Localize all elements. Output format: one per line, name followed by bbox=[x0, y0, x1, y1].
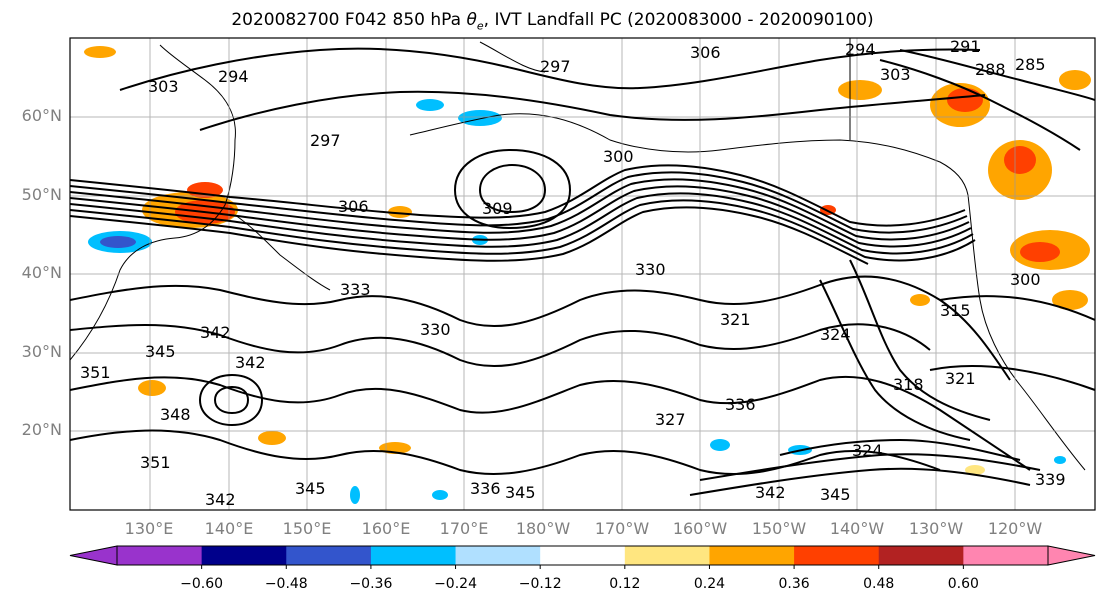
contour-label: 342 bbox=[200, 323, 231, 342]
contour-label: 285 bbox=[1015, 55, 1046, 74]
contour-label: 342 bbox=[235, 353, 266, 372]
lat-label-20n: 20°N bbox=[21, 420, 62, 439]
contour-label: 345 bbox=[145, 342, 176, 361]
contour-label: 339 bbox=[1035, 470, 1066, 489]
contour-label: 321 bbox=[945, 369, 976, 388]
colorbar-tick-label: 0.12 bbox=[609, 576, 641, 592]
contour-label: 303 bbox=[880, 65, 911, 84]
colorbar-tick-label: −0.24 bbox=[434, 576, 477, 592]
contour-label: 315 bbox=[940, 301, 971, 320]
lon-label: 130°E bbox=[124, 519, 174, 538]
contour-label: 294 bbox=[218, 67, 249, 86]
title-symbol: θ bbox=[466, 10, 477, 30]
colorbar bbox=[69, 545, 1096, 569]
colorbar-extend-low bbox=[69, 545, 118, 566]
theta-e-contours bbox=[70, 47, 1095, 496]
map-frame bbox=[69, 37, 1096, 511]
contour-label: 303 bbox=[148, 77, 179, 96]
map-panel: 309 300 306 306 294 297 297 291 285 288 … bbox=[70, 37, 1095, 510]
contour-label: 288 bbox=[975, 60, 1006, 79]
lat-label-30n: 30°N bbox=[21, 342, 62, 361]
contour-label: 300 bbox=[1010, 270, 1041, 289]
colorbar-segment bbox=[963, 546, 1049, 565]
colorbar-segment bbox=[455, 546, 541, 565]
contour-label: 300 bbox=[603, 147, 634, 166]
colorbar-segment bbox=[540, 546, 626, 565]
lon-label: 130°W bbox=[908, 519, 964, 538]
contour-label: 297 bbox=[540, 57, 571, 76]
lon-label: 170°E bbox=[439, 519, 489, 538]
colorbar-segment bbox=[117, 546, 203, 565]
colorbar-tick-label: −0.12 bbox=[518, 576, 562, 592]
contour-label: 324 bbox=[852, 441, 883, 460]
colorbar-segment bbox=[370, 546, 457, 565]
lon-label: 140°W bbox=[829, 519, 885, 538]
colorbar-segment bbox=[286, 546, 372, 565]
contour-label: 336 bbox=[470, 479, 501, 498]
colorbar-tick-label: 0.48 bbox=[863, 576, 895, 592]
contour-label: 330 bbox=[635, 260, 666, 279]
contour-label: 348 bbox=[160, 405, 191, 424]
colorbar-segment bbox=[201, 546, 287, 565]
colorbar-tick-label: −0.60 bbox=[180, 576, 224, 592]
lon-label: 120°W bbox=[987, 519, 1043, 538]
contour-label: 333 bbox=[340, 280, 371, 299]
colorbar-frame bbox=[116, 545, 1049, 566]
contour-label: 327 bbox=[655, 410, 686, 429]
lat-label-50n: 50°N bbox=[21, 185, 62, 204]
colorbar-segment bbox=[878, 546, 964, 565]
contour-label: 345 bbox=[820, 485, 851, 504]
contour-label: 342 bbox=[205, 490, 236, 509]
colorbar-tick-label: −0.36 bbox=[349, 576, 393, 592]
contour-label: 351 bbox=[80, 363, 111, 382]
lat-label-40n: 40°N bbox=[21, 263, 62, 282]
map-title: 2020082700 F042 850 hPa θe, IVT Landfall… bbox=[0, 10, 1105, 32]
contour-label: 345 bbox=[505, 483, 536, 502]
contour-label: 351 bbox=[140, 453, 171, 472]
contour-label: 306 bbox=[690, 43, 721, 62]
title-subscript: e bbox=[476, 19, 484, 33]
lon-label: 150°W bbox=[751, 519, 807, 538]
colorbar-segment bbox=[794, 546, 880, 565]
contour-label: 291 bbox=[950, 37, 981, 56]
colorbar-tick-label: 0.60 bbox=[947, 576, 979, 592]
title-suffix: , IVT Landfall PC (2020083000 - 20200901… bbox=[483, 10, 874, 30]
ivt-shading bbox=[84, 46, 1091, 504]
contour-label: 309 bbox=[482, 199, 513, 218]
lon-label: 160°W bbox=[672, 519, 728, 538]
lon-label: 160°E bbox=[361, 519, 411, 538]
contour-label: 342 bbox=[755, 483, 786, 502]
contour-label: 336 bbox=[725, 395, 756, 414]
lon-label: 170°W bbox=[594, 519, 650, 538]
colorbar-extend-high bbox=[1047, 545, 1096, 566]
contour-label: 297 bbox=[310, 131, 341, 150]
colorbar-segment bbox=[624, 546, 710, 565]
lat-label-60n: 60°N bbox=[21, 106, 62, 125]
contour-labels: 309 300 306 306 294 297 297 291 285 288 … bbox=[80, 37, 1066, 509]
contour-label: 318 bbox=[893, 375, 924, 394]
colorbar-tick-label: 0.36 bbox=[778, 576, 810, 592]
colorbar-tick-label: 0.24 bbox=[693, 576, 726, 592]
contour-label: 321 bbox=[720, 310, 751, 329]
lon-label: 140°E bbox=[204, 519, 254, 538]
contour-label: 324 bbox=[820, 325, 851, 344]
title-prefix: 2020082700 F042 850 hPa bbox=[231, 10, 467, 30]
contour-label: 294 bbox=[845, 40, 876, 59]
lon-label: 150°E bbox=[282, 519, 332, 538]
contour-label: 345 bbox=[295, 479, 326, 498]
lon-label: 180°W bbox=[515, 519, 571, 538]
contour-label: 306 bbox=[338, 197, 369, 216]
colorbar-segment bbox=[709, 546, 795, 565]
colorbar-tick-label: −0.48 bbox=[264, 576, 308, 592]
contour-label: 330 bbox=[420, 320, 451, 339]
